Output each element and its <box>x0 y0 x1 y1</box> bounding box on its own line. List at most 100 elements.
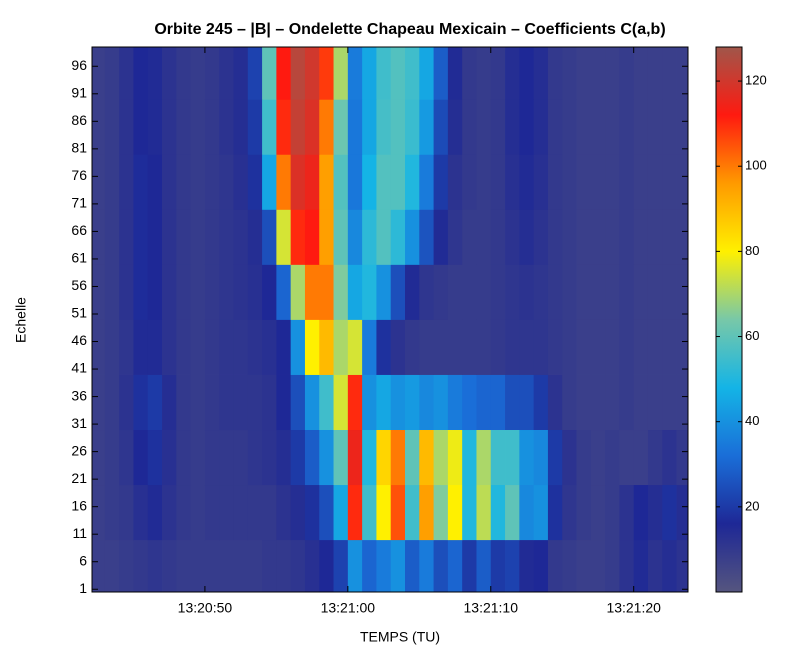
heatmap-cell <box>576 374 592 431</box>
heatmap-cell <box>547 319 563 375</box>
heatmap-cell <box>547 154 563 210</box>
heatmap-cell <box>333 484 349 541</box>
heatmap-cell <box>304 374 320 431</box>
heatmap-cell <box>519 429 535 486</box>
heatmap-cell <box>376 319 392 375</box>
heatmap-cell <box>176 319 192 375</box>
heatmap-cell <box>119 99 134 155</box>
heatmap-cell <box>147 154 163 210</box>
heatmap-cell <box>647 264 663 320</box>
heatmap-cell <box>219 99 234 155</box>
colorbar <box>715 46 743 593</box>
heatmap-cell <box>290 539 306 592</box>
heatmap-cell <box>204 154 220 210</box>
heatmap-cell <box>390 99 406 155</box>
heatmap-cell <box>247 264 263 320</box>
heatmap-cell <box>590 264 606 320</box>
heatmap-cell <box>562 374 577 431</box>
y-tick-label: 21 <box>71 470 87 486</box>
heatmap-cell <box>533 154 549 210</box>
colorbar-tick-label: 100 <box>745 158 767 173</box>
heatmap-cell <box>476 47 492 100</box>
heatmap-cell <box>247 154 263 210</box>
heatmap-cell <box>447 209 463 265</box>
heatmap-cell <box>219 154 234 210</box>
heatmap-cell <box>576 99 592 155</box>
heatmap-cell <box>92 47 106 100</box>
heatmap-cell <box>419 264 434 320</box>
heatmap-cell <box>92 154 106 210</box>
heatmap-cell <box>347 209 363 265</box>
heatmap-cell <box>462 154 477 210</box>
heatmap-cell <box>476 264 492 320</box>
heatmap-cell <box>405 264 420 320</box>
heatmap-cell <box>104 209 120 265</box>
heatmap-cell <box>304 47 320 100</box>
heatmap-cell <box>104 47 120 100</box>
heatmap-cell <box>605 264 620 320</box>
heatmap-cell <box>262 209 277 265</box>
heatmap-cell <box>276 47 292 100</box>
heatmap-cell <box>119 319 134 375</box>
heatmap-cell <box>390 154 406 210</box>
heatmap-cell <box>590 484 606 541</box>
heatmap-cell <box>204 47 220 100</box>
heatmap-cell <box>233 374 249 431</box>
heatmap-cell <box>347 154 363 210</box>
heatmap-cell <box>419 47 434 100</box>
y-tick-label: 71 <box>71 195 87 211</box>
heatmap-cell <box>405 484 420 541</box>
heatmap-cell <box>92 429 106 486</box>
heatmap-cell <box>533 539 549 592</box>
heatmap-cell <box>519 99 535 155</box>
heatmap-cell <box>390 374 406 431</box>
heatmap-cell <box>176 154 192 210</box>
heatmap-cell <box>290 319 306 375</box>
heatmap-cell <box>433 319 449 375</box>
heatmap-cell <box>290 429 306 486</box>
y-tick-label: 81 <box>71 140 87 156</box>
heatmap-cell <box>676 319 688 375</box>
heatmap-cell <box>633 209 649 265</box>
heatmap-cell <box>647 99 663 155</box>
heatmap-cell <box>533 484 549 541</box>
heatmap-cell <box>276 264 292 320</box>
heatmap-cell <box>333 539 349 592</box>
heatmap-cell <box>662 209 677 265</box>
heatmap-cell <box>347 264 363 320</box>
heatmap-cell <box>290 264 306 320</box>
heatmap-cell <box>676 539 688 592</box>
heatmap-cell <box>490 99 506 155</box>
heatmap-cell <box>462 429 477 486</box>
heatmap-cell <box>276 429 292 486</box>
heatmap-cell <box>462 319 477 375</box>
heatmap-cell <box>576 429 592 486</box>
heatmap-cell <box>462 47 477 100</box>
heatmap-cell <box>362 154 377 210</box>
heatmap-cell <box>319 319 334 375</box>
heatmap-cell <box>476 429 492 486</box>
heatmap-cell <box>304 99 320 155</box>
heatmap-cell <box>319 99 334 155</box>
heatmap-cell <box>519 154 535 210</box>
heatmap-cell <box>462 484 477 541</box>
heatmap-cell <box>662 539 677 592</box>
heatmap-cell <box>304 154 320 210</box>
heatmap-cell <box>133 47 149 100</box>
heatmap-cell <box>362 264 377 320</box>
heatmap-cell <box>104 374 120 431</box>
y-tick-label: 26 <box>71 442 87 458</box>
heatmap-cell <box>390 319 406 375</box>
heatmap-cell <box>490 209 506 265</box>
heatmap-cell <box>405 47 420 100</box>
heatmap-cell <box>633 47 649 100</box>
heatmap-cell <box>319 209 334 265</box>
heatmap-cell <box>619 539 635 592</box>
chart-title: Orbite 245 – |B| – Ondelette Chapeau Mex… <box>154 21 665 38</box>
heatmap-cell <box>590 154 606 210</box>
heatmap-cell <box>290 374 306 431</box>
heatmap-cell <box>304 429 320 486</box>
plot-frame <box>91 46 689 593</box>
heatmap-cell <box>104 264 120 320</box>
heatmap-cell <box>276 154 292 210</box>
